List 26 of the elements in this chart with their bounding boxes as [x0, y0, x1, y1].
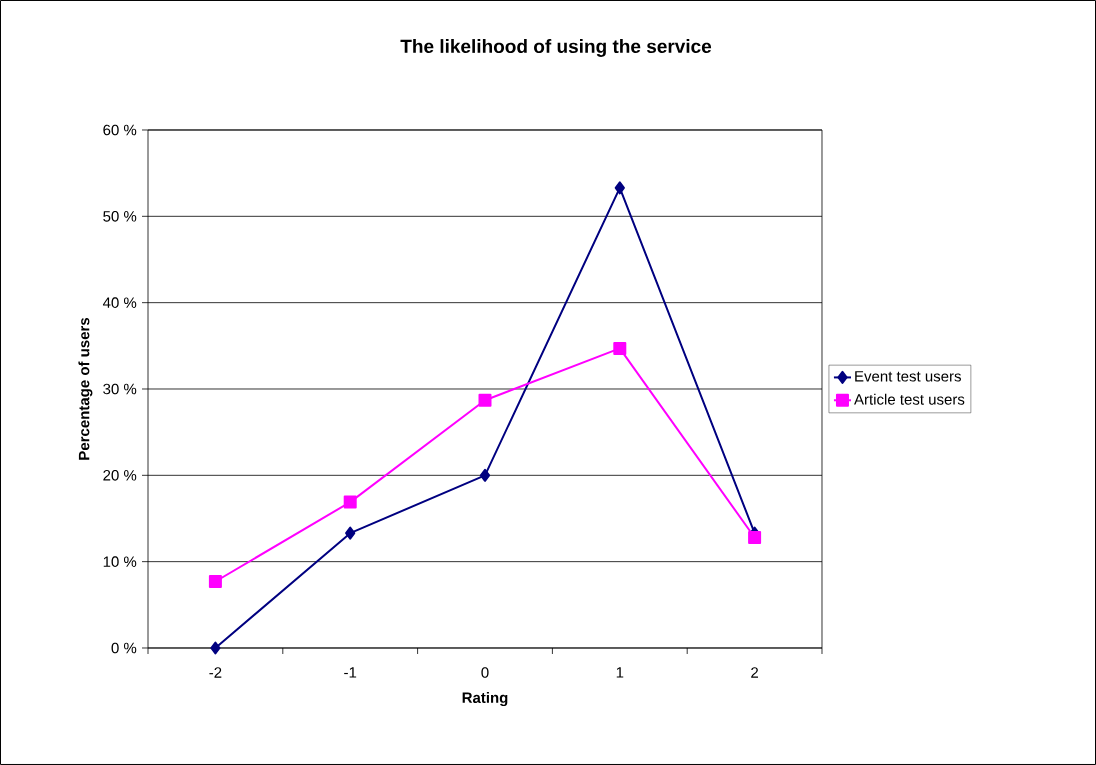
point	[208, 575, 222, 589]
chart-title: The likelihood of using the service	[400, 39, 712, 57]
x-tick-label: -1	[344, 667, 357, 678]
x-tick-label: -2	[209, 667, 222, 678]
x-tick-label: 2	[751, 667, 759, 678]
y-tick-label: 40 %	[102, 297, 137, 308]
point	[478, 393, 492, 407]
point	[210, 641, 221, 655]
y-tick-label: 30 %	[103, 383, 137, 395]
y-axis-title: Percentage of users	[78, 317, 93, 460]
x-axis-title: Rating	[462, 692, 508, 707]
y-tick-label: 10 %	[103, 556, 137, 567]
point	[613, 341, 627, 355]
point	[343, 495, 357, 509]
legend-label: Article test users	[854, 393, 965, 405]
y-tick-label: 20 %	[103, 470, 137, 481]
y-tick-label: 0 %	[111, 642, 137, 654]
y-tick-label: 60 %	[103, 124, 137, 136]
x-tick-label: 0	[481, 667, 489, 678]
point	[479, 468, 491, 482]
x-tick-label: 1	[616, 667, 624, 678]
point	[614, 181, 625, 195]
point	[748, 530, 762, 544]
y-tick-label: 50 %	[103, 211, 137, 222]
point	[345, 526, 356, 540]
legend-label: Event test users	[855, 371, 961, 382]
